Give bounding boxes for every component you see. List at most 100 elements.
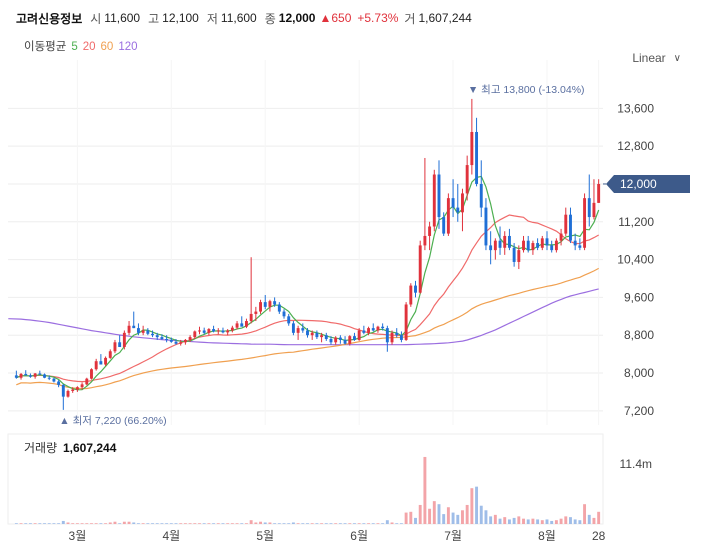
candle-body [240,323,244,327]
volume-bar [296,523,300,524]
candle-body [296,328,300,333]
volume-bar [554,520,558,524]
candle-body [99,361,103,365]
candle-body [399,335,403,340]
volume-bar [57,523,61,524]
volume-bar [277,523,281,524]
low-marker: ▲ 최저 7,220 (66.20%) [59,415,166,427]
high-value: 12,100 [162,11,199,25]
ma-legend-label: 이동평균 [24,41,67,53]
volume-label: 거 [404,11,416,26]
candle-body [320,335,324,338]
candle-body [484,207,488,246]
candle-body [127,325,131,333]
volume-bar [536,519,540,524]
volume-bar [282,523,286,524]
candle-body [165,338,169,340]
volume-bar [395,523,399,524]
candle-body [493,240,497,251]
ma120-line [8,288,599,346]
candle-body [263,302,267,307]
candle-body [216,330,220,332]
candle-body [531,243,535,251]
volume-bar [259,521,262,524]
candle-body [66,390,70,397]
current-price-tag [606,174,690,193]
ma-legend-period-20: 20 [82,41,96,53]
candle-body [230,327,234,331]
candle-body [498,240,502,248]
quote-header: 고려신용정보 시 11,600 고 12,100 저 11,600 종 12,000 ▲… [16,8,480,28]
scale-selector-label: Linear [632,51,666,65]
volume-bar [94,523,98,524]
volume-bar [578,520,582,524]
volume-bar [329,523,333,524]
volume-bar [160,523,164,524]
price-axis-tick: 11,200 [618,215,654,229]
ma-legend-period-120: 120 [118,41,138,53]
candle-body [155,335,159,338]
x-axis-label: 28 [592,529,606,543]
volume-bar [306,523,309,524]
volume-bar [371,523,375,524]
volume-bar [287,523,291,524]
volume-bar [71,523,75,524]
volume-bar [33,523,37,524]
low-value: 11,600 [220,11,257,25]
volume-bar [244,523,248,524]
candle-body [371,328,375,331]
candle-body [90,369,93,379]
candle-body [569,214,572,241]
candle-body [249,313,253,322]
volume-bar [465,504,469,524]
stock-name: 고려신용정보 [16,11,83,26]
volume-bar [183,523,187,524]
candle-body [122,332,126,348]
candle-body [324,335,328,339]
candle-body [367,328,371,333]
candle-body [578,245,582,248]
candle-body [254,311,258,314]
ma20-line [16,214,599,383]
volume-bar [362,523,366,524]
candle-body [141,330,145,333]
ma5-line [16,175,600,391]
candle-body [348,336,352,344]
volume-bar [587,514,591,524]
volume-bar [320,523,324,524]
x-axis-label: 5월 [256,529,274,543]
volume-bar [132,522,136,524]
price-axis-tick: 8,000 [624,366,654,380]
volume-bar [216,523,220,524]
candle-body [146,330,150,334]
volume-bar [212,523,216,524]
volume-panel-label: 거래량 [24,441,57,455]
candle-body [183,339,187,343]
candle-body [113,342,117,352]
candle-body [43,374,46,378]
volume-bar [310,523,314,524]
x-axis-label: 3월 [69,529,87,543]
ma-legend-period-5: 5 [71,41,78,53]
candle-body [85,378,89,385]
volume-bar [357,523,361,524]
volume-bar [390,522,394,524]
volume-bar [437,504,441,524]
volume-bar [301,523,305,524]
candle-body [306,330,309,336]
volume-bar [324,523,328,524]
volume-value: 1,607,244 [418,11,472,25]
volume-bar [230,523,234,524]
candle-body [362,330,366,333]
volume-bar [188,523,192,524]
ma60-line [16,267,599,390]
volume-bar [226,523,230,524]
volume-bar [179,523,183,524]
candle-body [442,217,446,234]
candle-body [404,304,408,340]
price-axis-tick: 8,800 [624,328,654,342]
scale-selector[interactable]: Linear ∨ [632,51,681,65]
volume-bar [113,521,117,524]
candle-body [329,338,333,343]
